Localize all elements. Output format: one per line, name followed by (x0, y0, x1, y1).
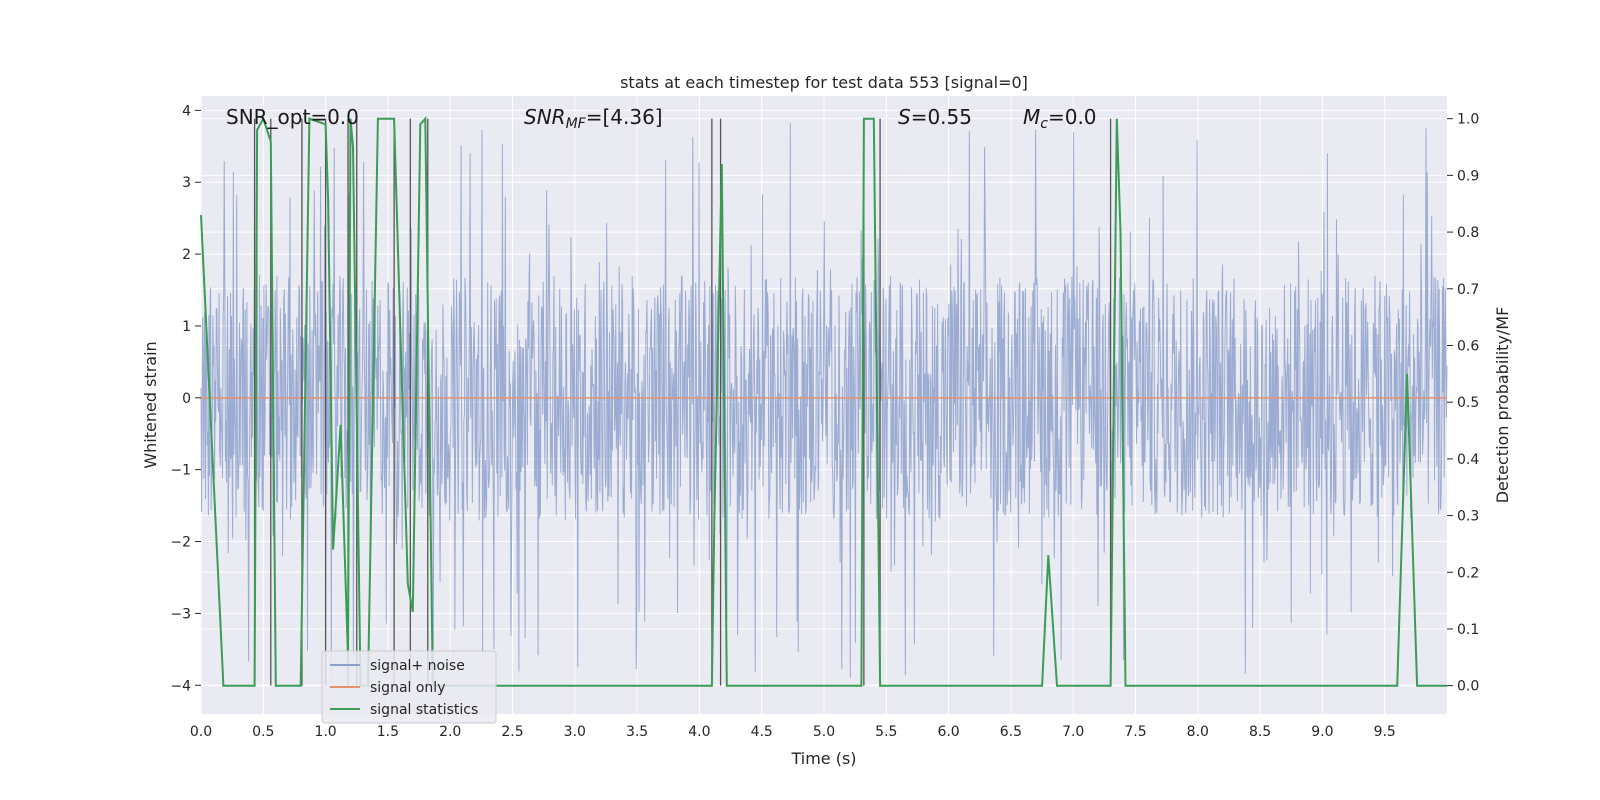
chart-title: stats at each timestep for test data 553… (620, 73, 1028, 92)
y-right-tick-label: 0.1 (1457, 622, 1479, 638)
x-tick-label: 0.5 (252, 724, 274, 740)
annotation-mc-value: =0.0 (1048, 105, 1097, 129)
tick-labels: 0.0 0.5 1.0 1.5 2.0 2.5 3.0 3.5 4.0 4.5 5.0 5.5 6.0 6… (170, 103, 1479, 740)
y-right-tick-label: 0.7 (1457, 282, 1479, 298)
x-tick-label: 5.5 (875, 724, 897, 740)
x-tick-label: 3.5 (626, 724, 648, 740)
y-right-tick-label: 0.3 (1457, 509, 1479, 525)
x-tick-label: 8.0 (1187, 724, 1209, 740)
y-right-tick-label: 1.0 (1457, 112, 1479, 128)
annotation-snr-mf: SNRMF=[4.36] (524, 105, 663, 132)
y-tick-label: −4 (170, 678, 191, 694)
y-tick-label: 1 (182, 319, 191, 335)
x-tick-label: 9.0 (1311, 724, 1333, 740)
x-tick-label: 6.0 (937, 724, 959, 740)
x-tick-label: 9.5 (1374, 724, 1396, 740)
annotation-mc-sub: c (1040, 116, 1048, 132)
x-tick-label: 4.0 (688, 724, 710, 740)
y-right-tick-label: 0.0 (1457, 679, 1479, 695)
y-tick-label: 3 (182, 175, 191, 191)
x-tick-label: 5.0 (813, 724, 835, 740)
x-tick-label: 2.5 (501, 724, 523, 740)
legend-label-signal-noise: signal+ noise (370, 658, 465, 674)
signal-noise-line (200, 122, 1448, 678)
y-right-tick-label: 0.5 (1457, 395, 1479, 411)
legend-label-signal-only: signal only (370, 680, 445, 696)
y-right-tick-label: 0.2 (1457, 565, 1479, 581)
y-tick-label: 4 (182, 103, 191, 119)
legend-box (321, 650, 497, 724)
x-tick-label: 0.0 (190, 724, 212, 740)
y-axis-right-label: Detection probability/MF (1493, 307, 1512, 504)
x-tick-label: 7.0 (1062, 724, 1084, 740)
annotation-snr-mf-value: =[4.36] (586, 105, 663, 129)
annotation-snr-opt: SNR_opt=0.0 (226, 105, 359, 129)
annotation-mc-main: M (1023, 105, 1040, 129)
x-tick-label: 7.5 (1124, 724, 1146, 740)
x-tick-label: 2.0 (439, 724, 461, 740)
annotation-s-value: =0.55 (911, 105, 972, 129)
annotation-snr-mf-sub: MF (566, 116, 587, 132)
y-tick-label: 2 (182, 247, 191, 263)
x-axis-label: Time (s) (790, 749, 856, 768)
x-tick-label: 4.5 (751, 724, 773, 740)
y-right-tick-label: 0.8 (1457, 225, 1479, 241)
y-tick-label: 0 (182, 391, 191, 407)
y-tick-label: −1 (170, 463, 191, 479)
y-tick-label: −3 (170, 606, 191, 622)
y-right-tick-label: 0.4 (1457, 452, 1479, 468)
series-signal-noise (200, 122, 1448, 678)
legend-label-signal-statistics: signal statistics (370, 702, 478, 718)
y-right-tick-label: 0.9 (1457, 168, 1479, 184)
annotation-s: S=0.55 (898, 105, 972, 129)
x-tick-label: 8.5 (1249, 724, 1271, 740)
annotation-mc: Mc=0.0 (1023, 105, 1097, 132)
x-tick-label: 1.0 (314, 724, 336, 740)
series-signal-statistics (200, 116, 1447, 687)
x-tick-label: 1.5 (377, 724, 399, 740)
annotation-snr-mf-main: SNR (524, 105, 566, 129)
y-right-tick-label: 0.6 (1457, 338, 1479, 354)
y-tick-label: −2 (170, 535, 191, 551)
x-tick-label: 6.5 (1000, 724, 1022, 740)
legend: signal+ noise signal only signal statist… (321, 650, 497, 724)
x-tick-label: 3.0 (564, 724, 586, 740)
signal-statistics-line (200, 116, 1447, 687)
annotation-s-main: S (898, 105, 911, 129)
y-axis-label: Whitened strain (141, 341, 160, 468)
